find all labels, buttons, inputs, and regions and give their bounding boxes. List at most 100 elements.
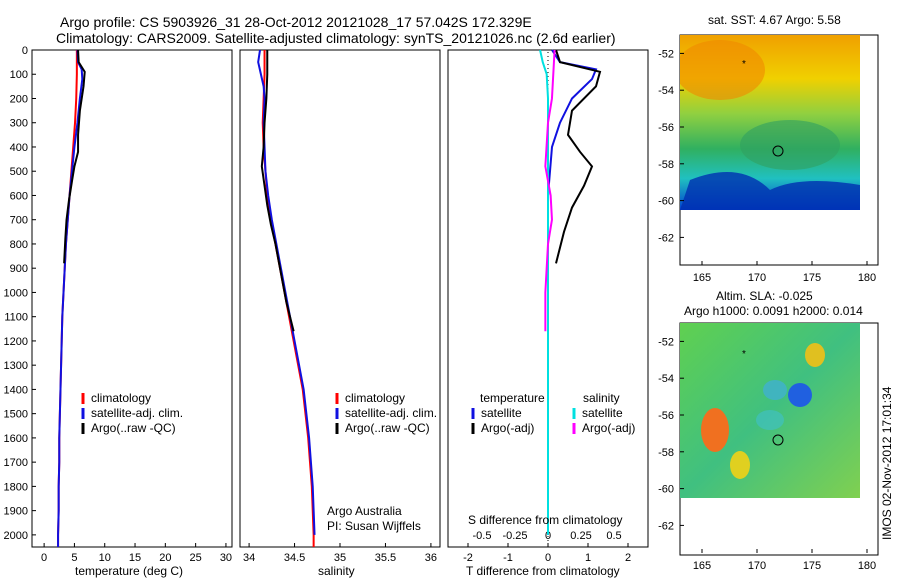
sla-map-title-1: Altim. SLA: -0.025 — [716, 289, 813, 303]
series-line-black — [555, 49, 602, 264]
salinity-panel: 34 34.5 35 35.5 36 salinity climatologysatel… — [239, 49, 441, 578]
series-line-black — [260, 50, 295, 332]
x-tick-label: 5 — [71, 552, 77, 564]
sst-warm-patch — [680, 40, 765, 100]
legend-label: satellite — [582, 406, 623, 420]
lon-tick-label: 165 — [693, 272, 711, 284]
s-tick-label: -0.5 — [473, 530, 492, 542]
x-tick-label: 1 — [585, 552, 591, 564]
x-tick-label: 15 — [129, 552, 141, 564]
x-tick-label: 34.5 — [284, 552, 305, 564]
lat-tick-label: -58 — [658, 447, 674, 459]
sst-green-patch — [740, 120, 840, 170]
sla-map: Altim. SLA: -0.025 Argo h1000: 0.0091 h2… — [658, 289, 879, 572]
lat-tick-label: -62 — [658, 232, 674, 244]
depth-tick-label: 300 — [10, 118, 28, 130]
depth-tick-label: 500 — [10, 166, 28, 178]
depth-tick-label: 1000 — [4, 287, 28, 299]
x-tick-label: 0 — [545, 552, 551, 564]
lon-tick-label: 180 — [858, 560, 876, 572]
depth-tick-label: 1800 — [4, 481, 28, 493]
series-line-blue — [57, 49, 84, 547]
depth-tick-label: 100 — [10, 69, 28, 81]
sst-argo-position-marker — [772, 145, 784, 157]
lat-tick-label: -56 — [658, 410, 674, 422]
lat-tick-label: -58 — [658, 159, 674, 171]
s-tick-label: 0.5 — [606, 530, 621, 542]
lon-tick-label: 175 — [803, 560, 821, 572]
s-tick-label: -0.25 — [502, 530, 527, 542]
temperature-axis: 0 5 10 15 20 25 30 — [41, 543, 232, 564]
legend-heading-salinity: salinity — [583, 391, 620, 405]
sst-argo-star: * — [742, 59, 746, 70]
depth-tick-label: 1300 — [4, 360, 28, 372]
difference-legend: temperature salinitysatelliteArgo(-adj)sa… — [471, 391, 635, 435]
depth-tick-label: 1700 — [4, 457, 28, 469]
sla-low-patch-2 — [763, 380, 787, 400]
sla-high-patch — [701, 408, 729, 452]
series-line-black — [63, 49, 86, 264]
depth-tick-label: 0 — [22, 45, 28, 57]
pi-note: PI: Susan Wijffels — [327, 519, 421, 533]
t-difference-label: T difference from climatology — [466, 564, 620, 578]
x-tick-label: -2 — [463, 552, 473, 564]
x-tick-label: 25 — [190, 552, 202, 564]
x-tick-label: 20 — [159, 552, 171, 564]
temperature-axes-box — [31, 49, 233, 548]
depth-tick-label: 700 — [10, 215, 28, 227]
lon-tick-label: 170 — [748, 272, 766, 284]
x-tick-label: 35.5 — [375, 552, 396, 564]
depth-tick-label: 1900 — [4, 506, 28, 518]
sla-map-title-2: Argo h1000: 0.0091 h2000: 0.014 — [684, 304, 863, 318]
x-tick-label: 30 — [220, 552, 232, 564]
series-line-magenta — [544, 49, 556, 332]
lat-tick-label: -60 — [658, 484, 674, 496]
lat-tick-label: -52 — [658, 48, 674, 60]
argo-australia-note: Argo Australia — [327, 504, 402, 518]
sst-map: sat. SST: 4.67 Argo: 5.58 -52 -54 -56 -58 -6… — [658, 13, 879, 284]
lon-tick-label: 165 — [693, 560, 711, 572]
temperature-panel: 0 100 200 300 400 500 600 700 800 900 1000 1100 1200… — [4, 45, 233, 578]
s-tick-label: 0 — [545, 530, 551, 542]
difference-panel: -2 -1 0 1 2 -0.5 -0.25 0 0.25 0.5 S difference f… — [447, 49, 649, 578]
salinity-axes-box — [239, 49, 441, 548]
sla-high-patch-2 — [730, 451, 750, 479]
temperature-axis-label: temperature (deg C) — [75, 564, 183, 578]
s-difference-axis: -0.5 -0.25 0 0.25 0.5 — [473, 530, 622, 542]
legend-label: satellite-adj. clim. — [345, 406, 437, 420]
x-tick-label: 10 — [99, 552, 111, 564]
x-tick-label: 36 — [425, 552, 437, 564]
lat-tick-label: -62 — [658, 520, 674, 532]
sla-high-patch-3 — [805, 343, 825, 367]
legend-label: climatology — [345, 391, 405, 405]
legend-label: Argo(-adj) — [582, 421, 635, 435]
depth-tick-label: 1100 — [4, 312, 28, 324]
t-difference-axis: -2 -1 0 1 2 — [463, 543, 631, 564]
s-tick-label: 0.25 — [570, 530, 591, 542]
depth-tick-label: 900 — [10, 263, 28, 275]
depth-tick-label: 1200 — [4, 336, 28, 348]
depth-tick-label: 1400 — [4, 384, 28, 396]
lat-tick-label: -56 — [658, 122, 674, 134]
legend-label: Argo(..raw -QC) — [345, 421, 430, 435]
s-difference-label: S difference from climatology — [468, 513, 623, 527]
lon-tick-label: 170 — [748, 560, 766, 572]
legend-label: satellite-adj. clim. — [91, 406, 183, 420]
x-tick-label: 2 — [625, 552, 631, 564]
depth-tick-label: 200 — [10, 93, 28, 105]
sla-map-axes-ticks: -52 -54 -56 -58 -60 -62 165 170 175 180 — [658, 336, 876, 572]
depth-tick-label: 600 — [10, 190, 28, 202]
legend-label: Argo(..raw -QC) — [91, 421, 176, 435]
salinity-axis-label: salinity — [318, 564, 355, 578]
depth-tick-label: 800 — [10, 239, 28, 251]
depth-tick-label: 1600 — [4, 433, 28, 445]
lat-tick-label: -54 — [658, 373, 674, 385]
salinity-axis: 34 34.5 35 35.5 36 — [243, 543, 437, 564]
depth-tick-label: 2000 — [4, 530, 28, 542]
footer-timestamp: IMOS 02-Nov-2012 17:01:34 — [880, 386, 894, 540]
lat-tick-label: -52 — [658, 336, 674, 348]
depth-tick-label: 400 — [10, 142, 28, 154]
